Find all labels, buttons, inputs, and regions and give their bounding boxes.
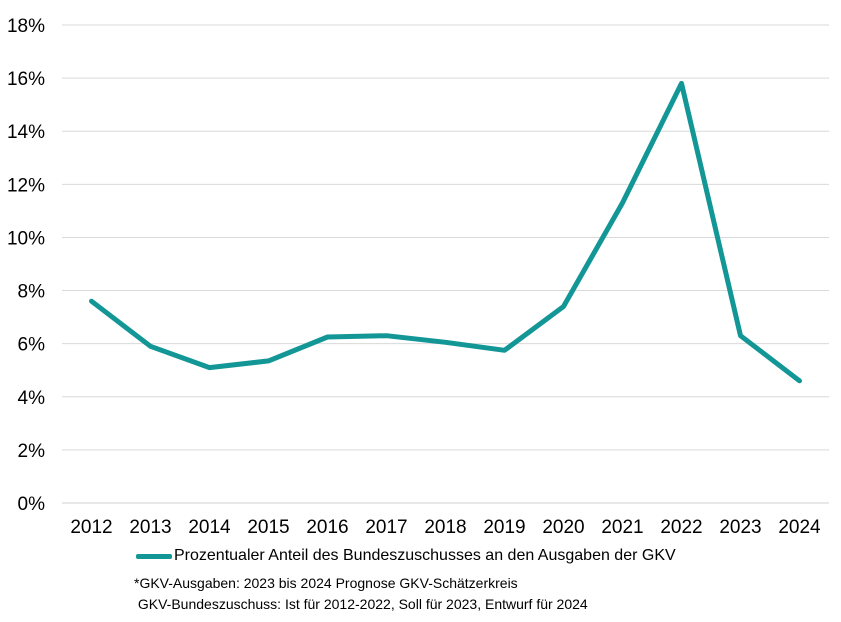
y-tick-label: 0% bbox=[18, 494, 46, 515]
x-tick-label: 2015 bbox=[247, 517, 289, 538]
y-axis-ticks: 0% 2% 4% 6% 8% 10% 12% 14% 16% 18% bbox=[7, 16, 45, 515]
footnote-1: *GKV-Ausgaben: 2023 bis 2024 Prognose GK… bbox=[134, 575, 518, 591]
x-tick-label: 2019 bbox=[483, 517, 525, 538]
y-tick-label: 2% bbox=[18, 441, 46, 462]
y-tick-label: 6% bbox=[18, 335, 46, 356]
x-tick-label: 2021 bbox=[601, 517, 643, 538]
x-axis-ticks: 2012 2013 2014 2015 2016 2017 2018 2019 2020 2021… bbox=[70, 517, 821, 538]
series-layer bbox=[89, 80, 802, 384]
legend-swatch bbox=[136, 553, 172, 559]
x-tick-label: 2022 bbox=[660, 517, 702, 538]
y-tick-label: 12% bbox=[7, 175, 45, 196]
x-tick-label: 2017 bbox=[365, 517, 407, 538]
y-tick-label: 10% bbox=[7, 228, 45, 249]
x-tick-label: 2014 bbox=[188, 517, 231, 538]
x-tick-label: 2012 bbox=[70, 517, 112, 538]
y-tick-label: 18% bbox=[7, 16, 45, 37]
footnote-2: GKV-Bundeszuschuss: Ist für 2012-2022, S… bbox=[134, 596, 588, 612]
x-tick-label: 2024 bbox=[778, 517, 821, 538]
y-tick-label: 14% bbox=[7, 122, 45, 143]
x-tick-label: 2020 bbox=[542, 517, 584, 538]
x-tick-label: 2016 bbox=[306, 517, 348, 538]
x-tick-label: 2023 bbox=[719, 517, 761, 538]
y-tick-label: 8% bbox=[18, 282, 46, 303]
y-tick-label: 16% bbox=[7, 69, 45, 90]
series-line bbox=[89, 80, 802, 384]
y-tick-label: 4% bbox=[18, 388, 46, 409]
x-tick-label: 2013 bbox=[129, 517, 171, 538]
legend: Prozentualer Anteil des Bundeszuschusses… bbox=[136, 547, 676, 565]
legend-label: Prozentualer Anteil des Bundeszuschusses… bbox=[174, 547, 676, 564]
x-tick-label: 2018 bbox=[424, 517, 466, 538]
gridlines bbox=[62, 24, 829, 451]
